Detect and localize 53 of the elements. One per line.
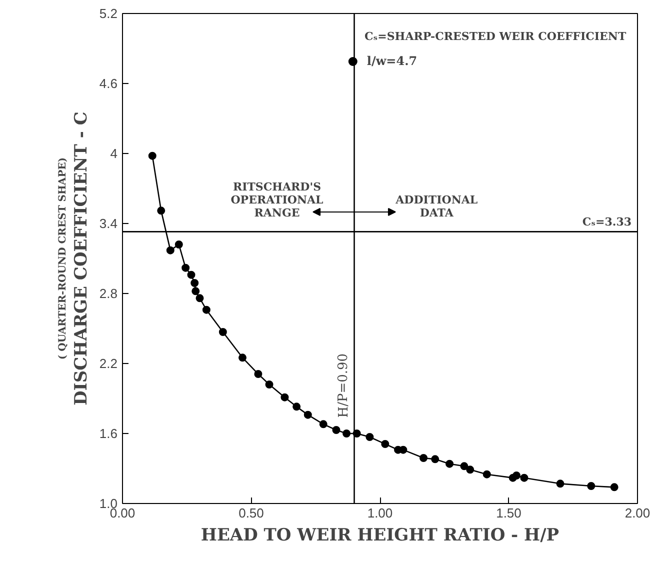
y-tick-label: 2.8 xyxy=(99,286,118,301)
y-tick-label: 3.4 xyxy=(99,216,118,231)
x-tick-label: 1.00 xyxy=(367,506,393,520)
point xyxy=(254,370,262,378)
point xyxy=(366,433,374,441)
ref-line-label: H/P=0.90 xyxy=(336,353,352,418)
point xyxy=(187,270,196,279)
point xyxy=(342,430,351,438)
point xyxy=(610,483,618,492)
point xyxy=(512,472,520,480)
point xyxy=(174,240,183,248)
point xyxy=(420,454,428,462)
point xyxy=(587,482,596,490)
annotation: ADDITIONAL DATA xyxy=(394,193,478,220)
point xyxy=(182,264,190,272)
point xyxy=(482,470,491,478)
y-tick-label: 4 xyxy=(110,146,118,161)
point xyxy=(157,206,166,215)
point xyxy=(466,466,474,474)
point xyxy=(280,393,289,402)
point xyxy=(460,462,468,470)
point xyxy=(381,440,390,448)
point xyxy=(304,410,312,419)
point xyxy=(431,455,440,464)
x-tick-label: 0.50 xyxy=(238,506,264,520)
point xyxy=(166,246,174,254)
point xyxy=(332,426,340,434)
point xyxy=(202,306,210,314)
y-axis-title: DISCHARGE COEFFICIENT - C xyxy=(71,112,92,406)
point xyxy=(319,420,328,428)
x-tick-label: 2.00 xyxy=(624,506,650,520)
point xyxy=(556,480,564,488)
x-axis-title: HEAD TO WEIR HEIGHT RATIO - H/P xyxy=(200,526,560,546)
x-tick-label: 1.50 xyxy=(496,506,522,520)
point xyxy=(265,380,274,388)
point xyxy=(292,402,301,411)
y-tick-label: 1.6 xyxy=(99,426,118,441)
legend-label: l/w=4.7 xyxy=(366,54,418,68)
point xyxy=(196,294,204,302)
y-tick-label: 2.2 xyxy=(99,356,118,371)
text: ( QUARTER-ROUND CREST SHAPE) xyxy=(58,157,68,360)
ref-line-label: Cₛ=3.33 xyxy=(582,216,632,229)
annotation: Cₛ=SHARP-CRESTED WEIR COEFFICIENT xyxy=(364,30,627,43)
point xyxy=(520,474,528,482)
y-tick-label: 4.6 xyxy=(99,76,118,91)
y-tick-label: 5.2 xyxy=(99,6,118,21)
point xyxy=(218,328,227,336)
annotation: RITSCHARD'S OPERATIONAL RANGE xyxy=(230,180,324,220)
point xyxy=(192,287,200,296)
point xyxy=(238,354,246,362)
point xyxy=(148,152,156,160)
point xyxy=(190,279,199,287)
point xyxy=(446,460,454,468)
